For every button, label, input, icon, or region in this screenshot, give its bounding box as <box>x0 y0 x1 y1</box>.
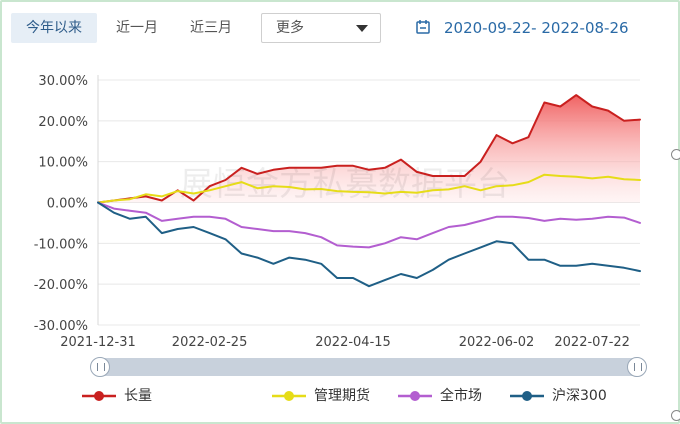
legend-label-market: 全市场 <box>440 388 482 404</box>
x-tick-label: 2021-12-31 <box>60 335 136 350</box>
legend-marker-market <box>398 391 432 401</box>
y-tick-label: 20.00% <box>38 115 88 130</box>
series-line-1[interactable] <box>97 173 641 204</box>
zoom-slider-right-handle[interactable] <box>627 357 647 377</box>
legend-item-fund[interactable]: 长量 <box>82 385 192 407</box>
y-tick-label: -10.00% <box>34 237 88 252</box>
y-tick-label: -30.00% <box>34 319 88 334</box>
y-tick-label: 30.00% <box>38 74 88 89</box>
tab-ytd[interactable]: 今年以来 <box>11 13 97 43</box>
y-tick-label: 10.00% <box>38 156 88 171</box>
legend-label-fund: 长量 <box>124 388 152 404</box>
legend-marker-hs300 <box>510 391 544 401</box>
legend-label-category: 管理期货 <box>314 388 370 404</box>
x-tick-label: 2022-07-22 <box>554 335 630 350</box>
zoom-slider-track[interactable] <box>100 358 635 376</box>
date-range-text: 2020-09-22- 2022-08-26 <box>444 19 629 37</box>
series-line-3[interactable] <box>97 201 641 288</box>
series-line-2[interactable] <box>97 201 641 249</box>
period-select-value: 更多 <box>276 20 304 36</box>
tab-three-months[interactable]: 近三月 <box>190 20 232 36</box>
period-select[interactable]: 更多 <box>261 13 381 43</box>
legend-item-hs300[interactable]: 沪深300 <box>510 385 620 407</box>
tab-one-month[interactable]: 近一月 <box>116 20 158 36</box>
x-tick-label: 2022-02-25 <box>172 335 248 350</box>
legend-item-category[interactable]: 管理期货 <box>272 385 382 407</box>
chevron-down-icon <box>356 25 368 32</box>
y-tick-label: -20.00% <box>34 278 88 293</box>
x-tick-label: 2022-04-15 <box>315 335 391 350</box>
x-tick-label: 2022-06-02 <box>459 335 535 350</box>
legend-marker-fund <box>82 391 116 401</box>
legend-label-hs300: 沪深300 <box>552 388 607 404</box>
series-line-0[interactable] <box>97 94 641 204</box>
resize-handle-right[interactable] <box>671 149 680 160</box>
y-tick-label: 0.00% <box>47 197 88 212</box>
calendar-icon <box>416 20 430 34</box>
legend-item-market[interactable]: 全市场 <box>398 385 498 407</box>
zoom-slider[interactable] <box>90 356 647 378</box>
watermark: 展恒金方私募数据平台 <box>180 164 510 203</box>
zoom-slider-left-handle[interactable] <box>90 357 110 377</box>
resize-handle-bottom-right[interactable] <box>671 410 680 421</box>
legend-marker-category <box>272 391 306 401</box>
series-area-0 <box>98 95 640 203</box>
